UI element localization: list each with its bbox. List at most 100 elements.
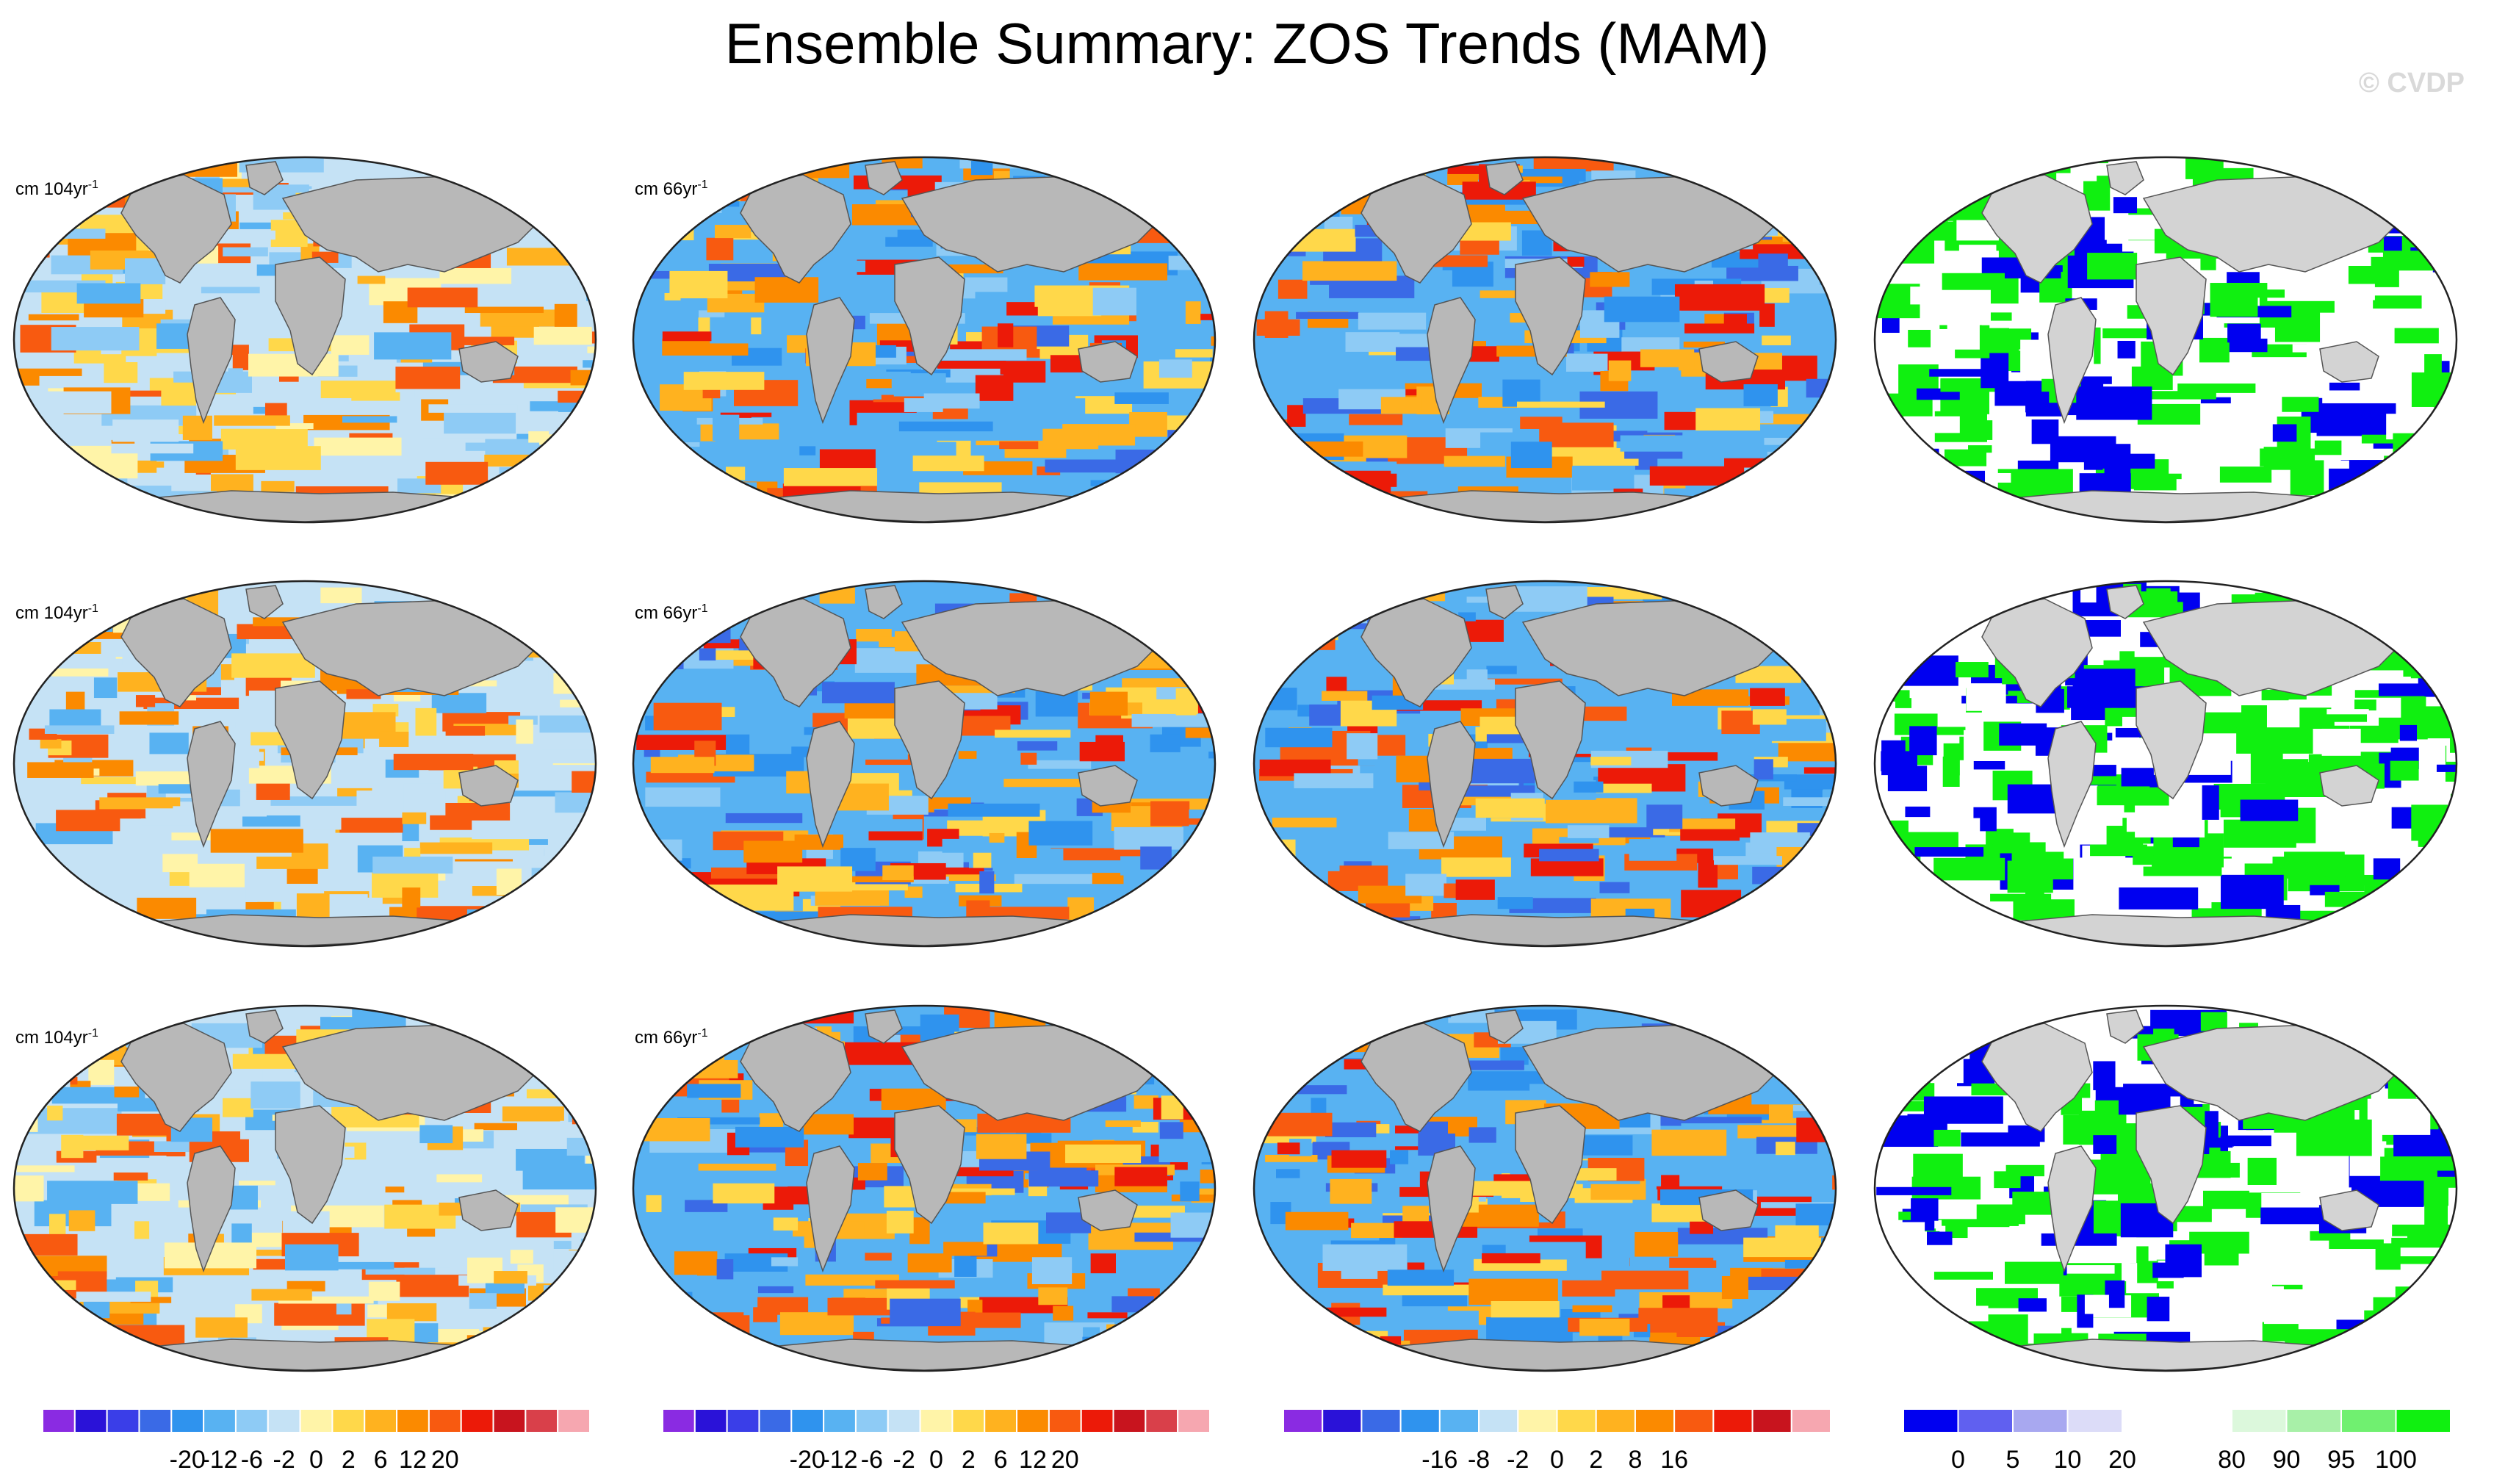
colorbar-swatch [919,1408,954,1433]
map-border [1873,156,2458,524]
colorbar-swatch [1360,1408,1402,1433]
colorbar-swatch [2231,1408,2288,1433]
land-mask [1360,1009,1781,1371]
colorbar-swatch [1751,1408,1792,1433]
ocean-field [1254,157,1836,522]
colorbar-tick-label: -20 [170,1446,206,1474]
ens-map-panel [12,156,597,524]
colorbar-swatch [525,1408,559,1433]
ens-units: cm 104yr-1 [15,175,98,200]
colorbar-swatch [557,1408,591,1433]
colorbar-swatch [2395,1408,2451,1433]
colorbar-swatch [1016,1408,1050,1433]
colorbar-tick-label: 2 [1589,1446,1603,1474]
colorbar-tick-label: -8 [1468,1446,1490,1474]
ocean-field [1254,1006,1836,1371]
colorbar-swatch [662,1408,696,1433]
obs-units: cm 66yr-1 [635,599,708,624]
ocean-field [14,581,596,946]
colorbar-tick-label: 0 [1951,1446,1965,1474]
colorbar-swatch [1595,1408,1636,1433]
ocean-field [1875,581,2457,946]
colorbar-swatch [396,1408,430,1433]
colorbar-swatch [299,1408,334,1433]
colorbar-swatch [1478,1408,1519,1433]
colorbar-tick-label: 5 [2006,1446,2020,1474]
colorbar-swatch [2012,1408,2069,1433]
colorbar-swatch [492,1408,527,1433]
diff-map-panel [1253,1004,1837,1372]
colorbar-swatch [2122,1408,2178,1433]
colorbar-swatch [2176,1408,2232,1433]
obs-map-panel [632,156,1217,524]
units-text: cm 66yr [635,603,698,623]
colorbar-tick-label: 2 [962,1446,976,1474]
colorbar-swatch [234,1408,269,1433]
colorbar-tick-label: 0 [309,1446,323,1474]
map-border [632,1004,1217,1372]
colorbar-tick-label: 2 [342,1446,356,1474]
colorbar-tick-label: -6 [861,1446,883,1474]
colorbar-2: -20-12 -6 -2 0 2 6 12 20 [662,1408,1211,1474]
units-text: cm 104yr [15,179,88,199]
units-exponent: -1 [87,179,98,191]
ocean-field [1254,581,1836,946]
colorbar-swatch [428,1408,462,1433]
map-border [12,580,597,948]
colorbar-tick-label: -12 [201,1446,237,1474]
map-border [12,156,597,524]
colorbar-swatch [854,1408,889,1433]
obs-map-panel [632,1004,1217,1372]
colorbar-swatch [2066,1408,2123,1433]
ocean-field [1875,157,2457,522]
colorbar-swatch [2285,1408,2342,1433]
ens-map-panel [12,1004,597,1372]
ens-map-panel [12,580,597,948]
colorbar-tick-label: 20 [1051,1446,1079,1474]
cvdp-watermark: © CVDP [2358,68,2465,98]
obs-units: cm 66yr-1 [635,175,708,200]
land-mask [740,1009,1160,1371]
colorbar-swatch [758,1408,793,1433]
colorbar-swatch [2340,1408,2397,1433]
colorbar-swatch [693,1408,728,1433]
map-border [1873,580,2458,948]
ocean-field [14,157,596,522]
colorbar-swatch [1112,1408,1147,1433]
map-border [1253,580,1837,948]
rank-map-panel [1873,1004,2458,1372]
ocean-field [633,157,1215,522]
colorbar-tick-label: 6 [374,1446,388,1474]
map-border [1873,1004,2458,1372]
colorbar-swatch [1957,1408,2014,1433]
units-text: cm 66yr [635,179,698,199]
units-exponent: -1 [87,602,98,615]
colorbar-swatch [1177,1408,1211,1433]
colorbar-swatch [203,1408,237,1433]
colorbar-swatch [73,1408,108,1433]
colorbar-1: -20-12 -6 -2 0 2 6 12 20 [42,1408,591,1474]
colorbar-tick-label: 0 [929,1446,943,1474]
colorbar-swatch [1712,1408,1754,1433]
ocean-field [1875,1006,2457,1371]
colorbar-swatch [267,1408,301,1433]
colorbar-3: -16 -8 -2 0 2 8 16 [1283,1408,1831,1474]
colorbar-swatch [984,1408,1018,1433]
map-border [12,1004,597,1372]
colorbar-swatch [790,1408,825,1433]
units-exponent: -1 [697,1027,708,1040]
colorbar-tick-label: 10 [2054,1446,2082,1474]
colorbar-tick-label: 12 [399,1446,427,1474]
ens-units: cm 104yr-1 [15,1023,98,1048]
map-border [1253,156,1837,524]
colorbar-swatch [1556,1408,1597,1433]
colorbar-swatch [460,1408,494,1433]
units-exponent: -1 [697,179,708,191]
colorbar-tick-label: 80 [2218,1446,2246,1474]
map-border [1253,1004,1837,1372]
colorbar-swatch [1145,1408,1179,1433]
colorbar-tick-label: 90 [2273,1446,2301,1474]
units-text: cm 104yr [15,1028,88,1048]
map-border [632,580,1217,948]
obs-map-panel [632,580,1217,948]
